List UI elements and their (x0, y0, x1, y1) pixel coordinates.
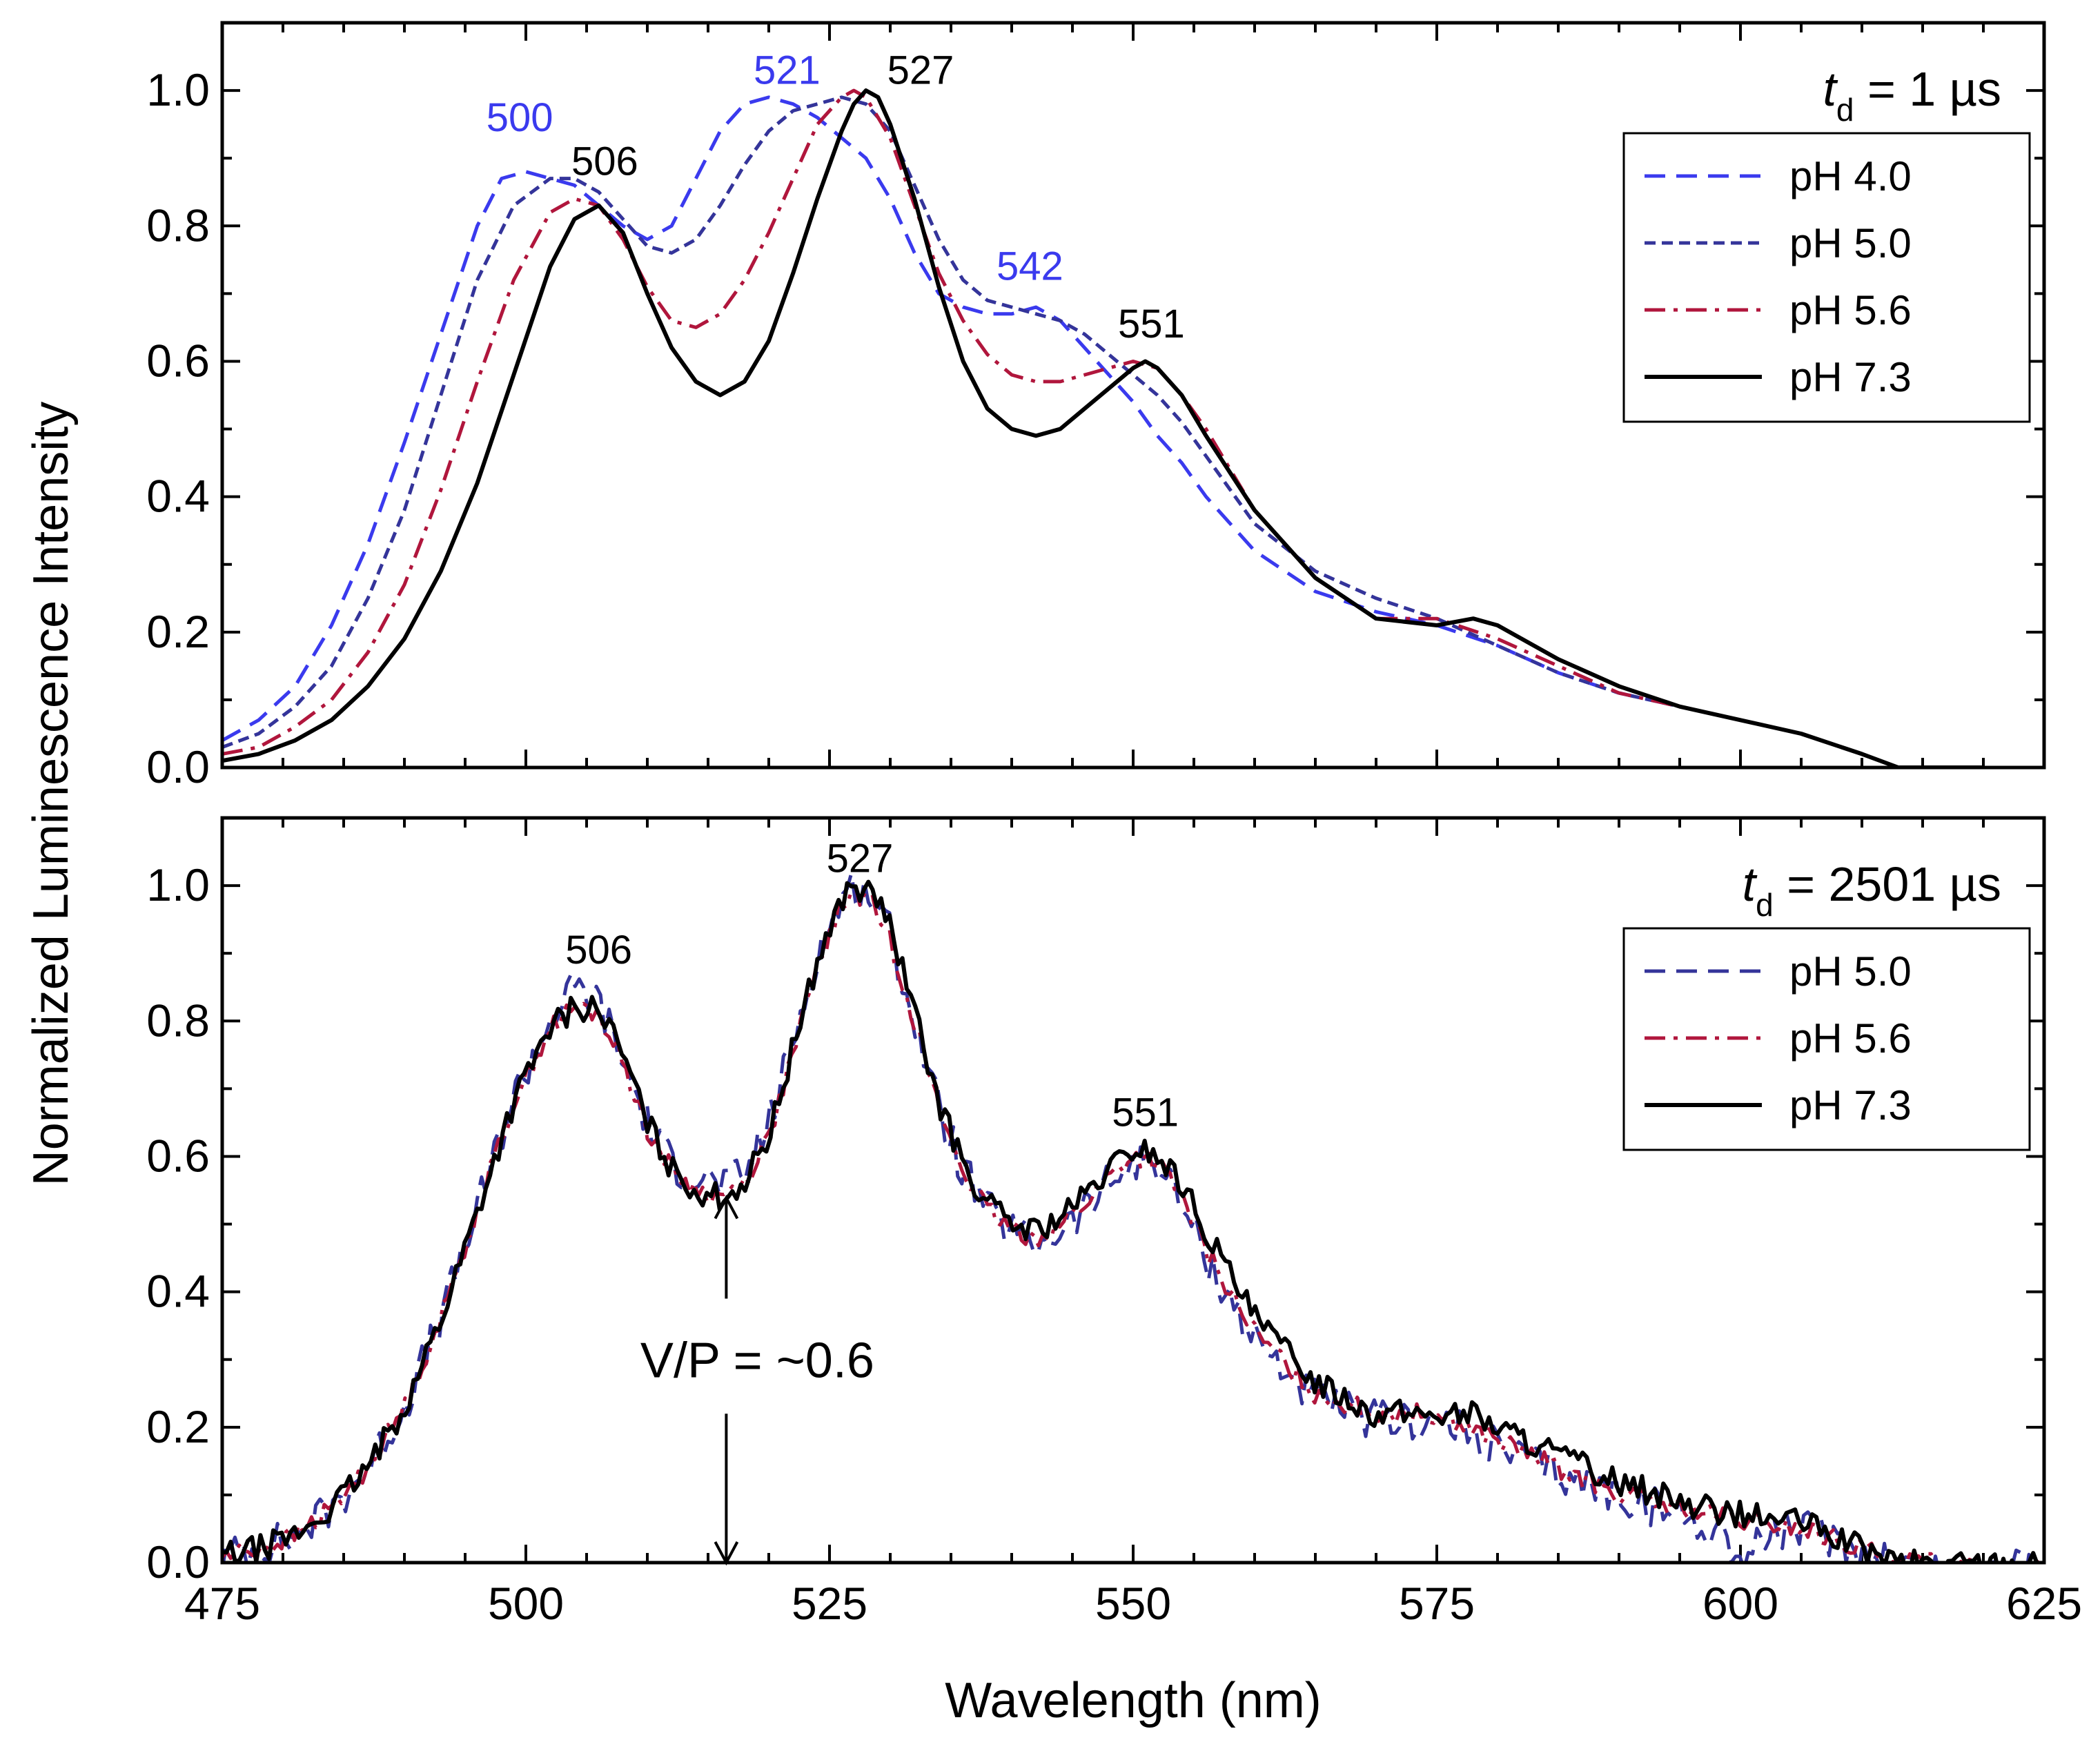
y-tick-label: 1.0 (146, 64, 210, 115)
y-tick-label: 0.6 (146, 335, 210, 386)
legend-label: pH 5.0 (1789, 220, 1912, 266)
peak-label: 551 (1112, 1090, 1179, 1135)
x-tick-label: 500 (488, 1578, 564, 1629)
y-axis-title: Normalized Luminescence Intensity (23, 402, 79, 1186)
legend-label: pH 5.6 (1789, 287, 1912, 333)
legend-label: pH 4.0 (1789, 153, 1912, 199)
panel-1: 0.0 0.2 0.4 0.6 0.8 1.0 500 521 542 506 527 551 td =… (146, 21, 2046, 792)
y-tick-label: 0.2 (146, 1401, 210, 1452)
y-tick-label: 0.0 (146, 741, 210, 792)
vp-arrowhead-down (714, 1541, 739, 1566)
x-tick-label: 550 (1095, 1578, 1171, 1629)
legend-label: pH 7.3 (1789, 354, 1912, 400)
x-tick-label: 475 (184, 1578, 260, 1629)
legend-label: pH 5.0 (1789, 948, 1912, 995)
plot-frame (220, 21, 2046, 770)
panel-title: td = 1 µs (1823, 62, 2001, 128)
y-tick-label: 0.8 (146, 199, 210, 251)
panel-2: 0.0 0.2 0.4 0.6 0.8 1.0 506 527 551 td = 2501 µs p… (146, 816, 2046, 1587)
y-tick-label: 0.6 (146, 1130, 210, 1181)
panel-title: td = 2501 µs (1743, 857, 2001, 923)
series-line-ph-7-3 (222, 879, 2039, 1563)
series-line-ph-7-3 (222, 88, 1983, 768)
peak-label: 521 (754, 48, 821, 92)
x-tick-label: 575 (1399, 1578, 1475, 1629)
peak-label: 506 (565, 928, 632, 972)
x-tick-label: 525 (792, 1578, 867, 1629)
vp-ratio-label: V/P = ~0.6 (640, 1333, 874, 1389)
series-group (222, 88, 1983, 768)
peak-label: 542 (997, 244, 1063, 289)
x-tick-label: 625 (2006, 1578, 2082, 1629)
series-line-ph-5-0 (222, 95, 1983, 768)
peak-label: 551 (1118, 302, 1185, 346)
peak-label: 500 (487, 95, 553, 140)
peak-label: 527 (827, 836, 894, 881)
y-tick-label: 0.2 (146, 606, 210, 657)
y-tick-label: 0.4 (146, 471, 210, 522)
legend-label: pH 5.6 (1789, 1015, 1912, 1062)
vp-arrowhead-up (714, 1195, 739, 1220)
legend-box (1622, 132, 2031, 423)
series-line-ph-4-0 (222, 95, 1983, 768)
y-tick-label: 1.0 (146, 859, 210, 910)
plot-frame (220, 816, 2046, 1565)
y-tick-label: 0.0 (146, 1536, 210, 1587)
peak-label: 506 (571, 139, 638, 184)
y-tick-label: 0.8 (146, 995, 210, 1046)
x-tick-label: 600 (1702, 1578, 1778, 1629)
y-tick-label: 0.4 (146, 1266, 210, 1317)
x-axis-title: Wavelength (nm) (945, 1673, 1322, 1728)
series-group (222, 871, 2043, 1563)
legend-label: pH 7.3 (1789, 1082, 1912, 1128)
peak-label: 527 (887, 48, 954, 92)
